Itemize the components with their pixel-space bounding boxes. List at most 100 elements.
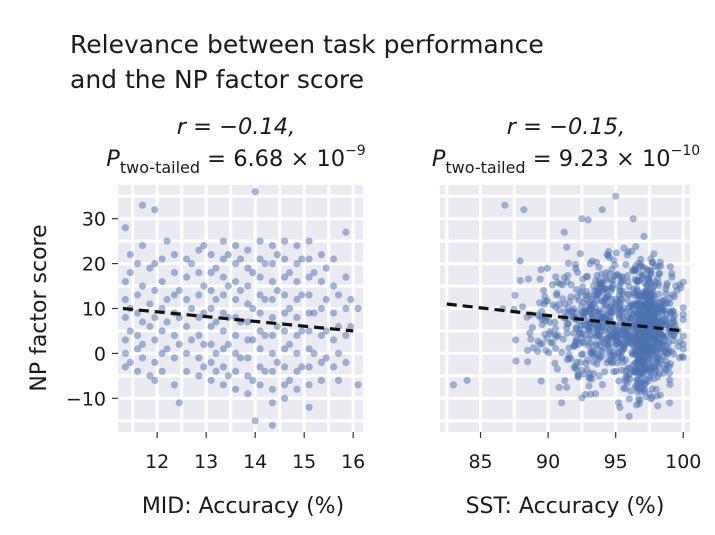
left-data-point bbox=[273, 251, 281, 259]
right-stat-p-exponent: −10 bbox=[671, 143, 701, 159]
left-data-point bbox=[256, 291, 264, 299]
left-data-point bbox=[256, 237, 264, 245]
left-data-point bbox=[268, 349, 276, 357]
left-data-point bbox=[293, 242, 301, 250]
left-data-point bbox=[249, 336, 257, 344]
left-data-point bbox=[281, 237, 289, 245]
right-data-point bbox=[593, 290, 602, 298]
left-data-point bbox=[293, 385, 301, 393]
left-data-point bbox=[195, 354, 203, 362]
left-data-point bbox=[256, 255, 264, 263]
left-data-point bbox=[330, 336, 338, 344]
left-data-point bbox=[322, 264, 330, 272]
left-data-point bbox=[195, 269, 203, 277]
left-data-point bbox=[317, 251, 325, 259]
right-data-point bbox=[624, 324, 632, 332]
left-y-tick-label: −10 bbox=[66, 388, 106, 410]
right-data-point bbox=[595, 263, 603, 271]
left-data-point bbox=[219, 273, 227, 281]
figure-title-line2: and the NP factor score bbox=[70, 65, 364, 94]
right-data-point bbox=[638, 301, 646, 309]
left-data-point bbox=[232, 367, 240, 375]
right-data-point bbox=[618, 354, 626, 362]
left-data-point bbox=[219, 291, 227, 299]
left-data-point bbox=[126, 358, 134, 366]
left-data-point bbox=[200, 363, 208, 371]
left-data-point bbox=[232, 242, 240, 250]
left-data-point bbox=[322, 327, 330, 335]
left-data-point bbox=[334, 291, 343, 299]
right-data-point bbox=[586, 339, 595, 347]
right-data-point bbox=[666, 263, 674, 271]
right-data-point bbox=[652, 308, 660, 316]
left-data-point bbox=[207, 286, 215, 295]
left-data-point bbox=[151, 313, 159, 322]
right-data-point bbox=[586, 348, 594, 356]
left-data-point bbox=[268, 313, 276, 322]
right-data-point bbox=[663, 279, 671, 287]
left-data-point bbox=[158, 304, 166, 313]
right-data-point bbox=[656, 391, 664, 399]
left-data-point bbox=[121, 336, 129, 344]
right-data-point bbox=[526, 329, 534, 337]
left-data-point bbox=[354, 304, 362, 313]
left-data-point bbox=[224, 282, 232, 290]
right-data-point bbox=[622, 261, 630, 269]
left-x-tick-label: 14 bbox=[243, 451, 267, 473]
left-data-point bbox=[163, 345, 171, 353]
right-data-point bbox=[564, 259, 573, 267]
right-data-point bbox=[642, 334, 650, 342]
right-data-point bbox=[571, 341, 579, 350]
left-data-point bbox=[285, 304, 294, 313]
right-data-point bbox=[645, 361, 653, 369]
left-data-point bbox=[195, 246, 203, 254]
left-data-point bbox=[273, 358, 281, 366]
right-data-point bbox=[585, 292, 593, 300]
right-data-point bbox=[670, 293, 679, 301]
right-data-point bbox=[613, 359, 622, 367]
left-data-point bbox=[163, 295, 171, 304]
left-data-point bbox=[256, 327, 264, 335]
right-x-tick-label: 100 bbox=[665, 451, 701, 473]
right-data-point bbox=[666, 399, 674, 407]
right-data-point bbox=[651, 333, 659, 341]
right-data-point bbox=[679, 278, 687, 286]
left-data-point bbox=[342, 273, 350, 281]
right-data-point bbox=[572, 264, 580, 272]
left-data-point bbox=[261, 260, 269, 268]
right-data-point bbox=[614, 399, 623, 407]
right-data-point bbox=[628, 314, 636, 322]
y-axis-label: NP factor score bbox=[27, 224, 52, 391]
left-data-point bbox=[354, 381, 362, 389]
left-y-tick-label: 10 bbox=[82, 299, 106, 321]
right-data-point bbox=[613, 298, 621, 306]
right-data-point bbox=[640, 385, 648, 394]
left-data-point bbox=[281, 255, 289, 263]
left-data-point bbox=[347, 322, 355, 331]
left-data-point bbox=[170, 269, 178, 277]
left-data-point bbox=[219, 363, 227, 371]
left-data-point bbox=[187, 336, 196, 344]
left-data-point bbox=[138, 201, 147, 209]
left-data-point bbox=[310, 269, 318, 277]
right-data-point bbox=[598, 206, 606, 214]
left-data-point bbox=[305, 237, 313, 245]
left-data-point bbox=[151, 286, 159, 295]
right-data-point bbox=[603, 310, 611, 318]
right-data-point bbox=[656, 269, 664, 278]
left-data-point bbox=[126, 269, 134, 277]
left-data-point bbox=[121, 278, 129, 286]
right-data-point bbox=[678, 353, 686, 361]
left-data-point bbox=[293, 295, 301, 304]
right-data-point bbox=[552, 344, 560, 352]
right-stat-p: Ptwo-tailed = 9.23 × 10−10 bbox=[432, 143, 700, 177]
left-data-point bbox=[298, 327, 306, 335]
left-data-point bbox=[281, 363, 289, 371]
right-data-point bbox=[596, 280, 604, 288]
right-data-point bbox=[558, 399, 566, 407]
left-data-point bbox=[293, 331, 301, 339]
right-data-point bbox=[537, 377, 545, 385]
right-trend-line bbox=[446, 302, 684, 333]
right-data-point bbox=[595, 372, 603, 380]
right-data-point bbox=[516, 257, 524, 265]
